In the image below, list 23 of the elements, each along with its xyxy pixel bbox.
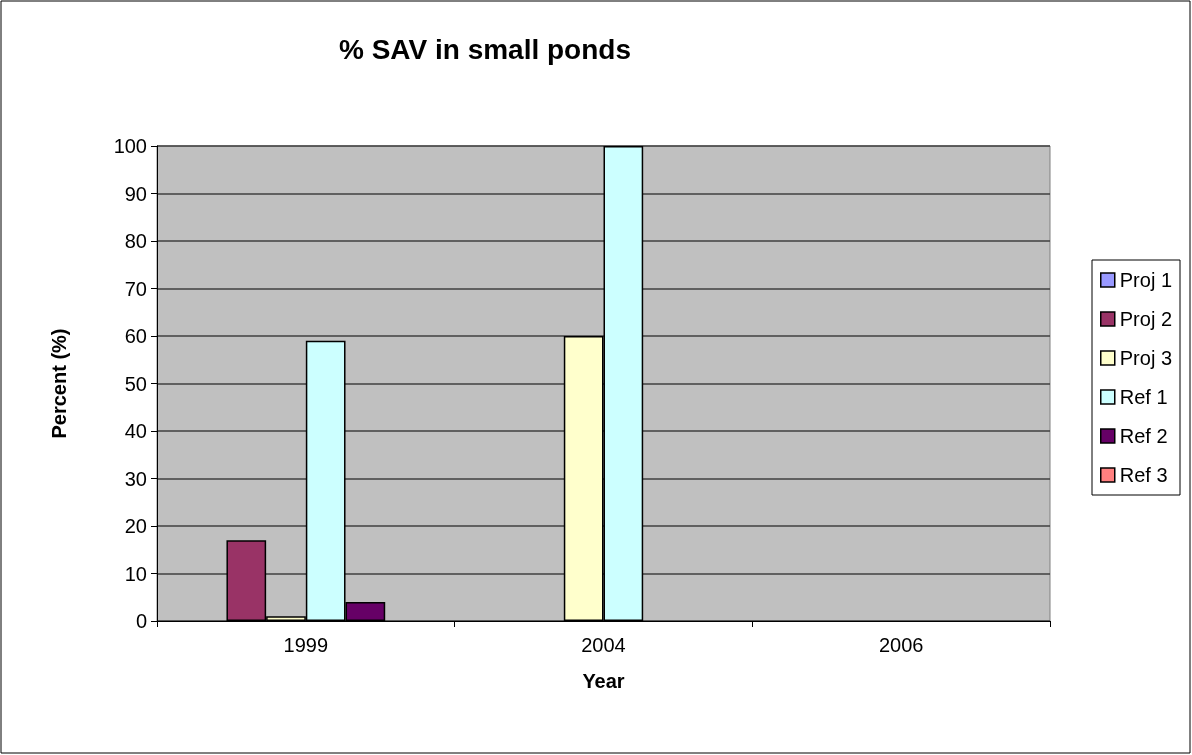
legend-label: Ref 1	[1119, 386, 1168, 408]
chart-title: % SAV in small ponds	[339, 33, 631, 65]
y-tick-label: 100	[113, 135, 147, 157]
legend-label: Proj 1	[1119, 269, 1172, 291]
legend-label: Ref 3	[1119, 464, 1168, 486]
y-axis-title: Percent (%)	[48, 328, 70, 439]
x-axis-title: Year	[582, 670, 625, 692]
y-tick-label: 10	[124, 562, 147, 585]
y-tick-label: 50	[124, 372, 147, 395]
y-tick-label: 30	[124, 467, 147, 490]
y-tick-label: 70	[124, 277, 147, 300]
x-tick-label: 1999	[283, 634, 329, 656]
y-tick-label: 20	[124, 515, 147, 537]
legend-label: Proj 3	[1119, 347, 1172, 369]
y-tick-label: 40	[124, 420, 147, 442]
y-tick-label: 60	[124, 325, 147, 347]
x-tick-label: 2006	[878, 634, 924, 656]
y-tick-label: 80	[124, 230, 147, 252]
x-tick-label: 2004	[581, 634, 626, 656]
legend-label: Ref 2	[1119, 425, 1168, 447]
legend-label: Proj 2	[1119, 308, 1172, 330]
y-tick-label: 90	[124, 182, 147, 205]
y-tick-label: 0	[135, 610, 147, 632]
